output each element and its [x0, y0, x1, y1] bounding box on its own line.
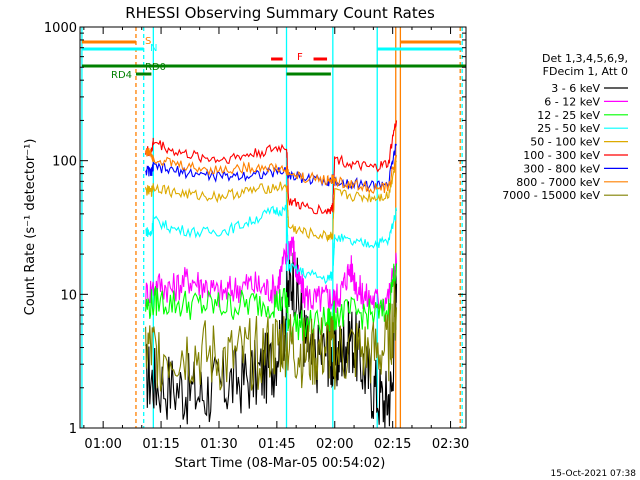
x-tick-label-3: 01:45 [258, 437, 295, 452]
flag-bars: SN F RD0 RD4 [81, 36, 466, 81]
flag-s-label: S [145, 36, 151, 47]
flag-n-label: N [150, 43, 157, 54]
legend-label-8: 7000 - 15000 keV [502, 189, 600, 202]
y-axis-ticks: 1000 100 10 1 [44, 21, 466, 437]
vertical-markers [81, 27, 463, 428]
y-tick-label-1: 100 [52, 155, 77, 170]
legend: Det 1,3,4,5,6,9,FDecim 1, Att 0 3 - 6 keV… [502, 52, 628, 202]
y-tick-label-3: 1 [69, 422, 77, 437]
x-tick-label-1: 01:15 [142, 437, 179, 452]
x-tick-label-2: 01:30 [200, 437, 237, 452]
legend-label-7: 800 - 7000 keV [516, 176, 600, 189]
x-tick-label-5: 02:15 [374, 437, 411, 452]
chart-title: RHESSI Observing Summary Count Rates [125, 4, 435, 22]
flag-rd0-label: RD0 [145, 62, 166, 73]
legend-label-4: 50 - 100 keV [530, 136, 600, 149]
series-5 [145, 120, 398, 215]
legend-label-0: 3 - 6 keV [551, 82, 600, 95]
plot-frame [79, 26, 467, 429]
flag-rd4-label: RD4 [111, 70, 132, 81]
y-tick-label-0: 1000 [44, 21, 77, 36]
series-8 [145, 281, 398, 392]
legend-label-1: 6 - 12 keV [544, 95, 600, 108]
series-lines [145, 120, 398, 429]
legend-label-2: 12 - 25 keV [537, 109, 600, 122]
series-3 [145, 204, 398, 285]
generation-timestamp: 15-Oct-2021 07:38 [551, 469, 637, 479]
series-7 [145, 148, 398, 194]
x-axis-ticks: 01:00 01:15 01:30 01:45 02:00 02:15 02:30 [83, 27, 469, 452]
x-axis-label: Start Time (08-Mar-05 00:54:02) [175, 456, 386, 471]
legend-header-1: FDecim 1, Att 0 [543, 65, 628, 78]
y-tick-label-2: 10 [60, 288, 77, 303]
x-tick-label-0: 01:00 [84, 437, 121, 452]
series-4 [145, 160, 397, 243]
x-tick-label-4: 02:00 [316, 437, 353, 452]
series-2 [145, 263, 398, 342]
x-tick-label-6: 02:30 [432, 437, 469, 452]
legend-header-0: Det 1,3,4,5,6,9, [542, 52, 628, 65]
series-1 [145, 236, 398, 314]
y-axis-label: Count Rate (s⁻¹ detector⁻¹) [23, 139, 38, 316]
legend-label-6: 300 - 800 keV [523, 162, 600, 175]
legend-label-5: 100 - 300 keV [523, 149, 600, 162]
legend-label-3: 25 - 50 keV [537, 122, 600, 135]
flag-f-label: F [297, 52, 303, 63]
